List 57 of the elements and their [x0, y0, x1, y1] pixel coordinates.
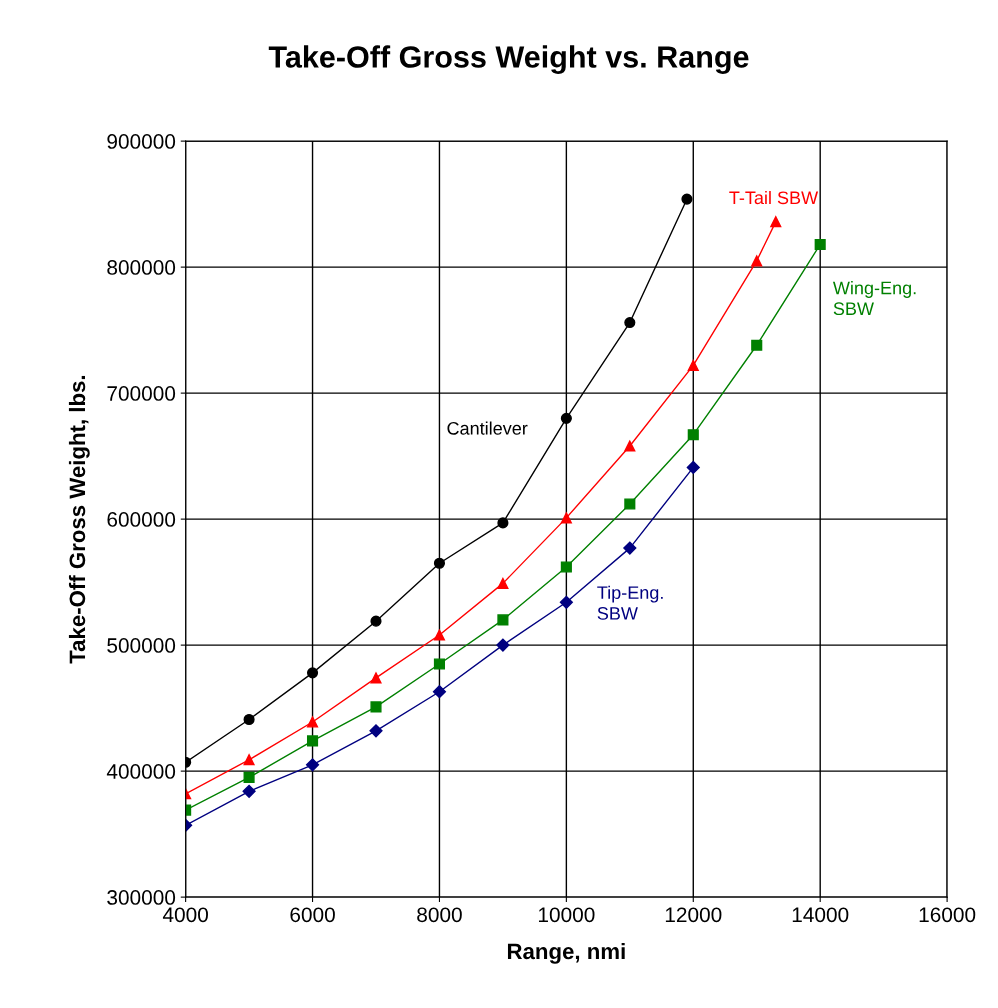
x-tick-label: 12000 [665, 907, 722, 923]
x-tick-label: 16000 [919, 907, 976, 923]
y-tick-label: 800000 [107, 260, 176, 275]
point [560, 561, 572, 573]
point [305, 758, 320, 772]
point [751, 339, 763, 351]
point [433, 557, 446, 569]
point [497, 577, 509, 589]
x-tick-label: 14000 [792, 907, 849, 923]
point [687, 359, 699, 371]
x-tick-label: 4000 [162, 907, 208, 923]
point [559, 595, 573, 609]
y-tick-label: 600000 [107, 512, 176, 527]
point [306, 735, 319, 747]
point [560, 512, 572, 524]
x-tick-label: 10000 [538, 907, 595, 923]
point [624, 498, 636, 510]
chart-title: Take-Off Gross Weight vs. Range [268, 45, 749, 74]
y-tick-label: 900000 [107, 134, 176, 149]
y-axis-title: Take-Off Gross Weight, lbs. [68, 375, 90, 664]
y-tick-label: 300000 [107, 890, 176, 905]
point [624, 440, 636, 452]
point [370, 615, 382, 627]
point [497, 517, 509, 529]
point [432, 685, 447, 699]
point [433, 658, 446, 670]
point [433, 629, 446, 641]
point [243, 713, 255, 726]
point [770, 216, 782, 228]
point [751, 255, 763, 267]
point [243, 771, 255, 783]
point [242, 784, 256, 798]
point [243, 754, 255, 766]
point [686, 460, 700, 475]
y-tick-label: 400000 [106, 764, 176, 779]
series-label: T-Tail SBW [729, 190, 819, 205]
series-label: Cantilever [447, 421, 528, 435]
point [496, 638, 510, 652]
x-axis-title: Range, nmi [507, 942, 625, 964]
point [306, 716, 319, 728]
y-tick-label: 500000 [107, 638, 176, 653]
x-tick-label: 8000 [417, 907, 462, 923]
point [560, 412, 572, 424]
y-tick-label: 700000 [107, 386, 176, 401]
point [687, 429, 699, 441]
point [681, 193, 693, 205]
series-label: Tip-Eng. SBW [597, 585, 663, 620]
point [814, 238, 826, 250]
series-label: Wing-Eng. SBW [832, 281, 916, 316]
x-tick-label: 6000 [290, 907, 335, 923]
point [370, 672, 382, 684]
point [306, 667, 319, 679]
point [370, 701, 382, 713]
point [624, 317, 636, 329]
point [623, 541, 637, 555]
point [369, 724, 383, 738]
point [497, 614, 509, 626]
